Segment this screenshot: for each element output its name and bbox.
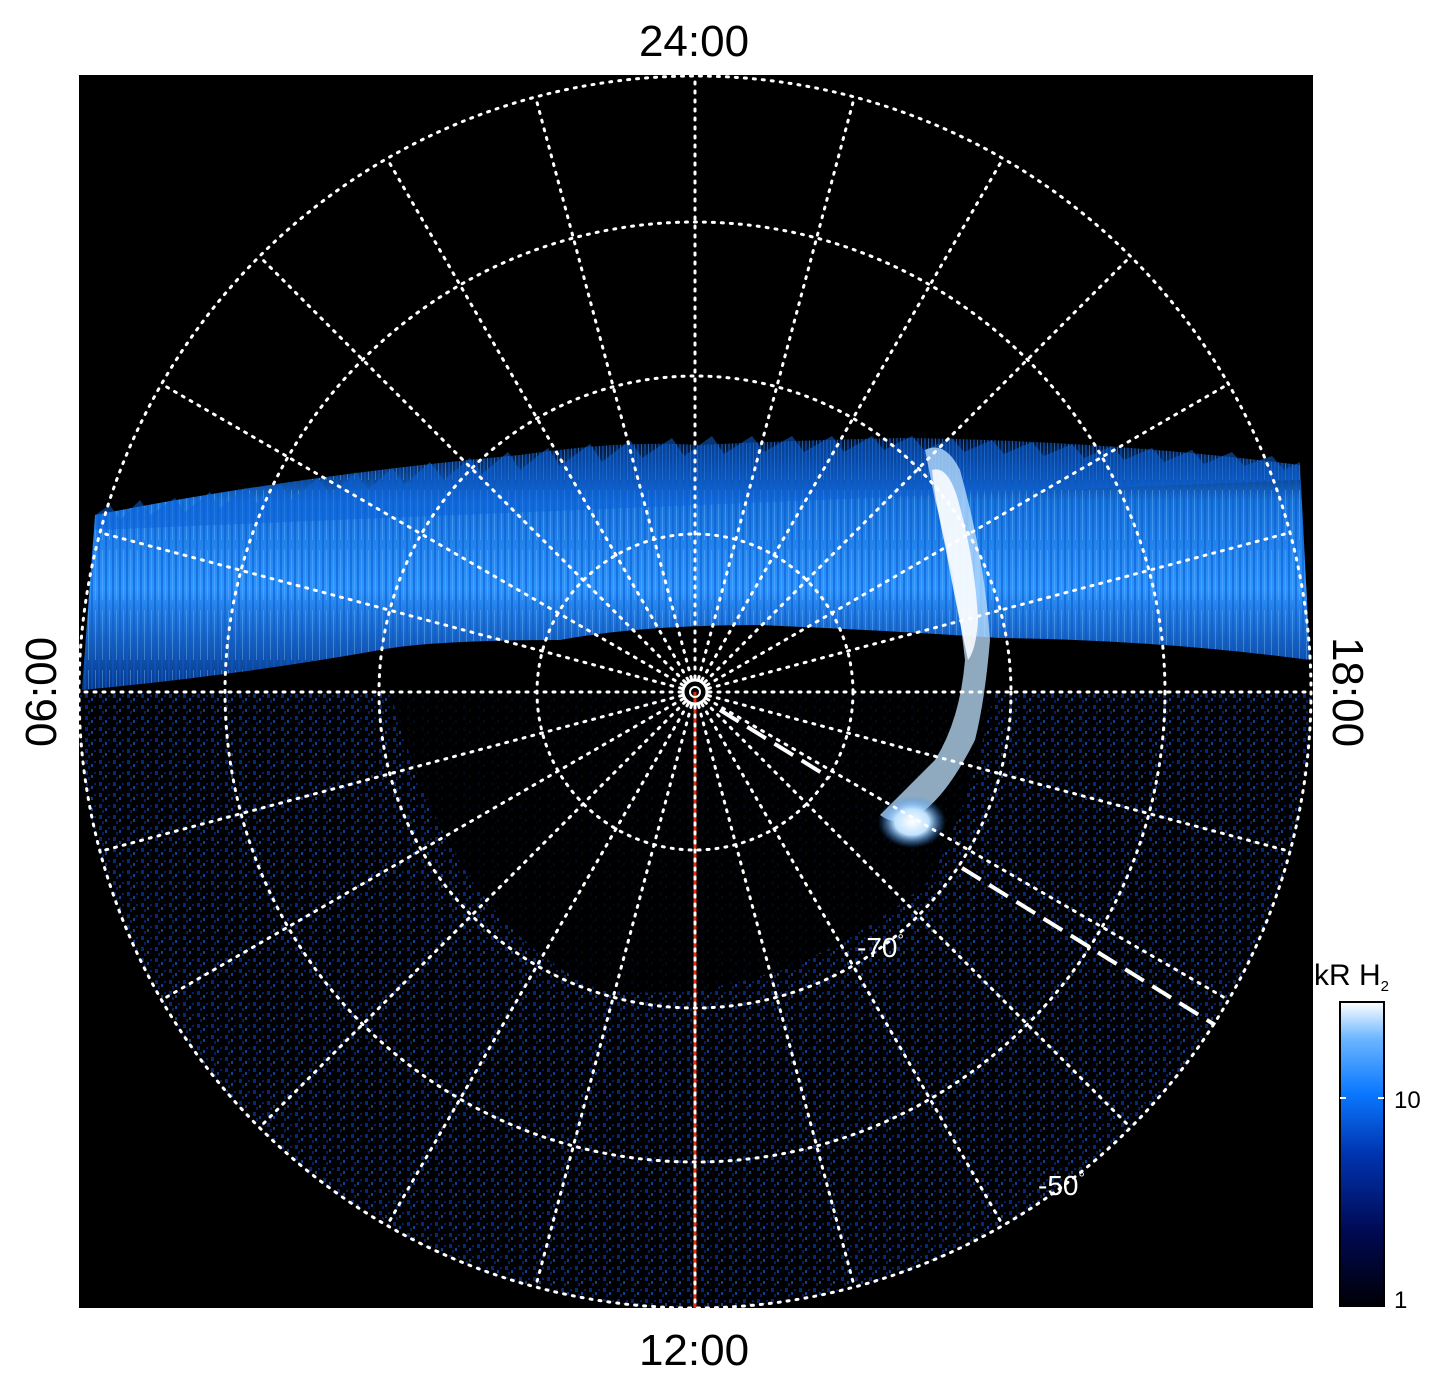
colorbar-gradient (1339, 1001, 1385, 1307)
meridian-line (160, 382, 685, 687)
latitude-circle-3 (223, 220, 1167, 1164)
meridian-line (700, 157, 1005, 682)
meridian-line (385, 157, 690, 682)
meridian-line (385, 702, 690, 1227)
latitude-label-outer: -50° (1038, 1170, 1085, 1201)
meridian-line (703, 254, 1133, 684)
bright-auroral-arc-core (932, 469, 978, 660)
local-time-label-right: 18:00 (1323, 637, 1372, 747)
local-time-label-bottom: 12:00 (639, 1326, 749, 1375)
latitude-circle-4 (79, 75, 1313, 1308)
meridian-line (257, 700, 687, 1130)
auroral-oval-jagged-edge (95, 436, 1300, 530)
dashed-reference-line-inner (718, 708, 832, 780)
polar-grid (79, 75, 1313, 1308)
meridian-line (700, 702, 1005, 1227)
local-time-label-top: 24:00 (639, 17, 749, 66)
latitude-circle-2 (377, 374, 1013, 1010)
local-time-label-left: 06:00 (17, 637, 66, 747)
colorbar: kR H2 10 1 (1314, 959, 1421, 1314)
meridian-line (707, 531, 1292, 690)
pole-marker-inner (689, 686, 701, 698)
meridian-line (697, 95, 856, 680)
meridian-line (534, 704, 693, 1289)
pole-marker-outer (681, 678, 709, 706)
meridian-line (697, 704, 856, 1289)
projection-panel: -70° -50° (79, 75, 1313, 1308)
latitude-label-inner: -70° (857, 932, 904, 963)
colorbar-tick-10: 10 (1394, 1087, 1421, 1114)
dashed-reference-line-outer (960, 866, 1217, 1027)
colorbar-tick-1: 1 (1394, 1287, 1407, 1314)
colorbar-title: kR H2 (1314, 959, 1389, 995)
meridian-line (98, 531, 683, 690)
meridian-line (705, 382, 1230, 687)
meridian-line (98, 694, 683, 853)
dark-polar-cap (380, 625, 1000, 993)
meridian-line (534, 95, 693, 680)
meridian-line (705, 697, 1230, 1002)
meridian-line (707, 694, 1292, 853)
meridian-line (160, 697, 685, 1002)
local-time-meridians (79, 75, 1313, 1308)
meridian-line (257, 254, 687, 684)
meridian-line (703, 700, 1133, 1130)
